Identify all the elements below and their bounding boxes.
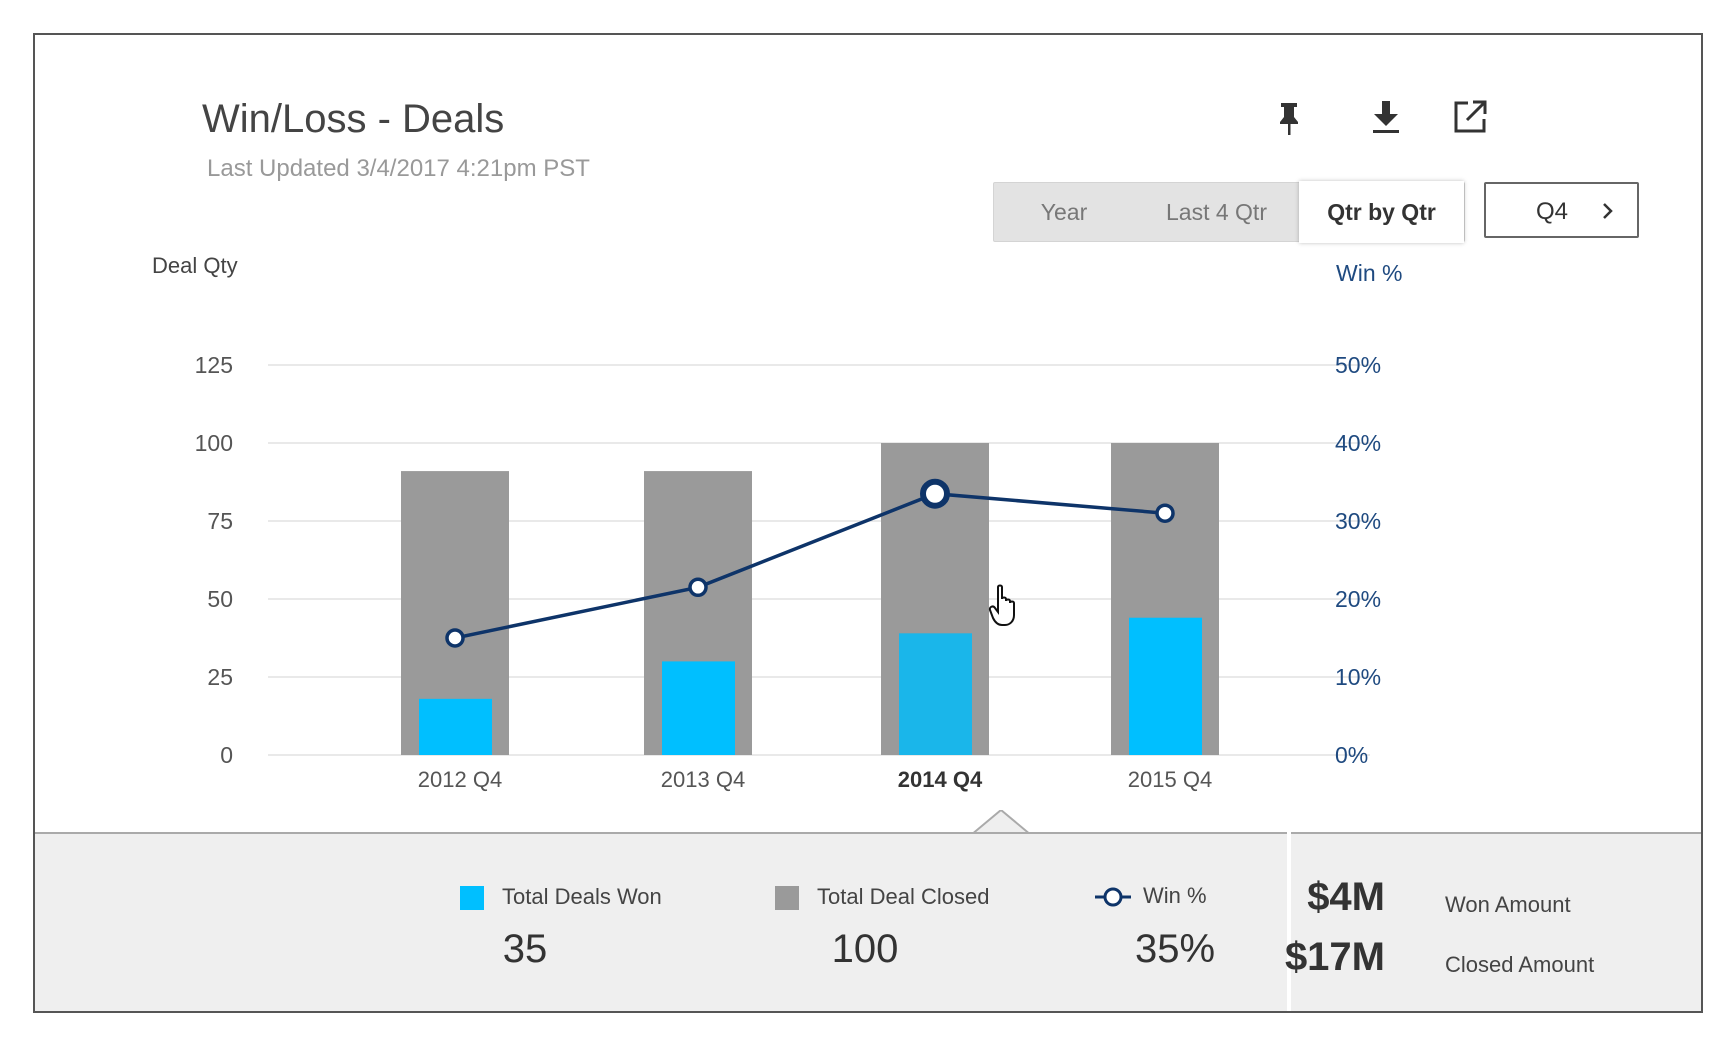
y-right-tick-label: 10% (1335, 664, 1381, 690)
legend-label-closed: Total Deal Closed (817, 884, 990, 909)
won-amount-value: $4M (1307, 875, 1385, 919)
y-right-tick-label: 0% (1335, 742, 1368, 768)
quarter-select-value: Q4 (1536, 198, 1569, 225)
x-tick-label[interactable]: 2015 Q4 (1128, 767, 1212, 792)
legend-label-won: Total Deals Won (502, 884, 662, 909)
y-tick-label: 100 (195, 430, 233, 456)
y-right-tick-label: 20% (1335, 586, 1381, 612)
closed-amount-label: Closed Amount (1445, 952, 1595, 977)
legend-label-win-pct: Win % (1143, 883, 1207, 908)
open-external-icon[interactable] (1448, 95, 1492, 139)
period-toggle: Year Last 4 Qtr Qtr by Qtr (993, 181, 1465, 243)
legend-swatch-closed (775, 886, 799, 910)
win-pct-point[interactable] (920, 478, 950, 509)
last-updated: Last Updated 3/4/2017 4:21pm PST (207, 155, 590, 182)
closed-amount-value: $17M (1284, 935, 1385, 979)
won-amount-label: Won Amount (1445, 892, 1571, 917)
win-pct-point[interactable] (688, 577, 708, 598)
win-loss-card: Win/Loss - Deals Last Updated 3/4/2017 4… (33, 33, 1703, 1013)
y-tick-label: 75 (207, 508, 233, 534)
bar-total-deals-won[interactable] (1129, 617, 1202, 755)
win-pct-line (454, 491, 1166, 640)
tab-year[interactable]: Year (1040, 199, 1088, 225)
x-tick-label[interactable]: 2014 Q4 (898, 767, 983, 792)
bar-total-deals-won[interactable] (899, 633, 972, 755)
tooltip-caret (971, 810, 1031, 836)
tab-qtr-by-qtr[interactable]: Qtr by Qtr (1299, 181, 1464, 243)
summary-panel: Total Deals Won 35 Total Deal Closed 100… (35, 832, 1701, 1011)
win-pct-value: 35% (1134, 927, 1216, 971)
chevron-right-icon (1603, 203, 1613, 219)
y-tick-label: 125 (195, 352, 233, 378)
total-deals-won-value: 35 (502, 927, 548, 971)
win-pct-point[interactable] (1155, 503, 1175, 523)
legend-win-pct-icon (1095, 887, 1131, 907)
y-tick-label: 25 (207, 664, 233, 690)
chart: 0 25 50 75 100 125 0% 10% 20% 30% 40% 50% Deal Qty Wi… (152, 253, 1402, 792)
x-tick-label[interactable]: 2012 Q4 (418, 767, 502, 792)
total-deal-closed-value: 100 (831, 927, 899, 971)
y-right-tick-label: 50% (1335, 352, 1381, 378)
tab-last-4-qtr[interactable]: Last 4 Qtr (1166, 199, 1267, 225)
hand-cursor-icon (988, 584, 1015, 626)
bar-total-deals-won[interactable] (662, 661, 735, 755)
y-axis-title: Deal Qty (152, 253, 238, 278)
y-tick-label: 0 (220, 742, 233, 768)
download-icon[interactable] (1364, 95, 1408, 139)
pin-icon[interactable] (1267, 95, 1311, 139)
win-pct-point[interactable] (445, 628, 465, 648)
y-right-tick-label: 40% (1335, 430, 1381, 456)
bar-total-deals-won[interactable] (419, 698, 492, 755)
legend-swatch-won (460, 886, 484, 910)
panel-divider (1287, 832, 1291, 1011)
y-tick-label: 50 (207, 586, 233, 612)
chart-title: Win/Loss - Deals (202, 97, 505, 141)
y-right-axis-title: Win % (1336, 260, 1402, 286)
quarter-select[interactable]: Q4 (1484, 182, 1639, 238)
x-tick-label[interactable]: 2013 Q4 (661, 767, 745, 792)
y-right-tick-label: 30% (1335, 508, 1381, 534)
